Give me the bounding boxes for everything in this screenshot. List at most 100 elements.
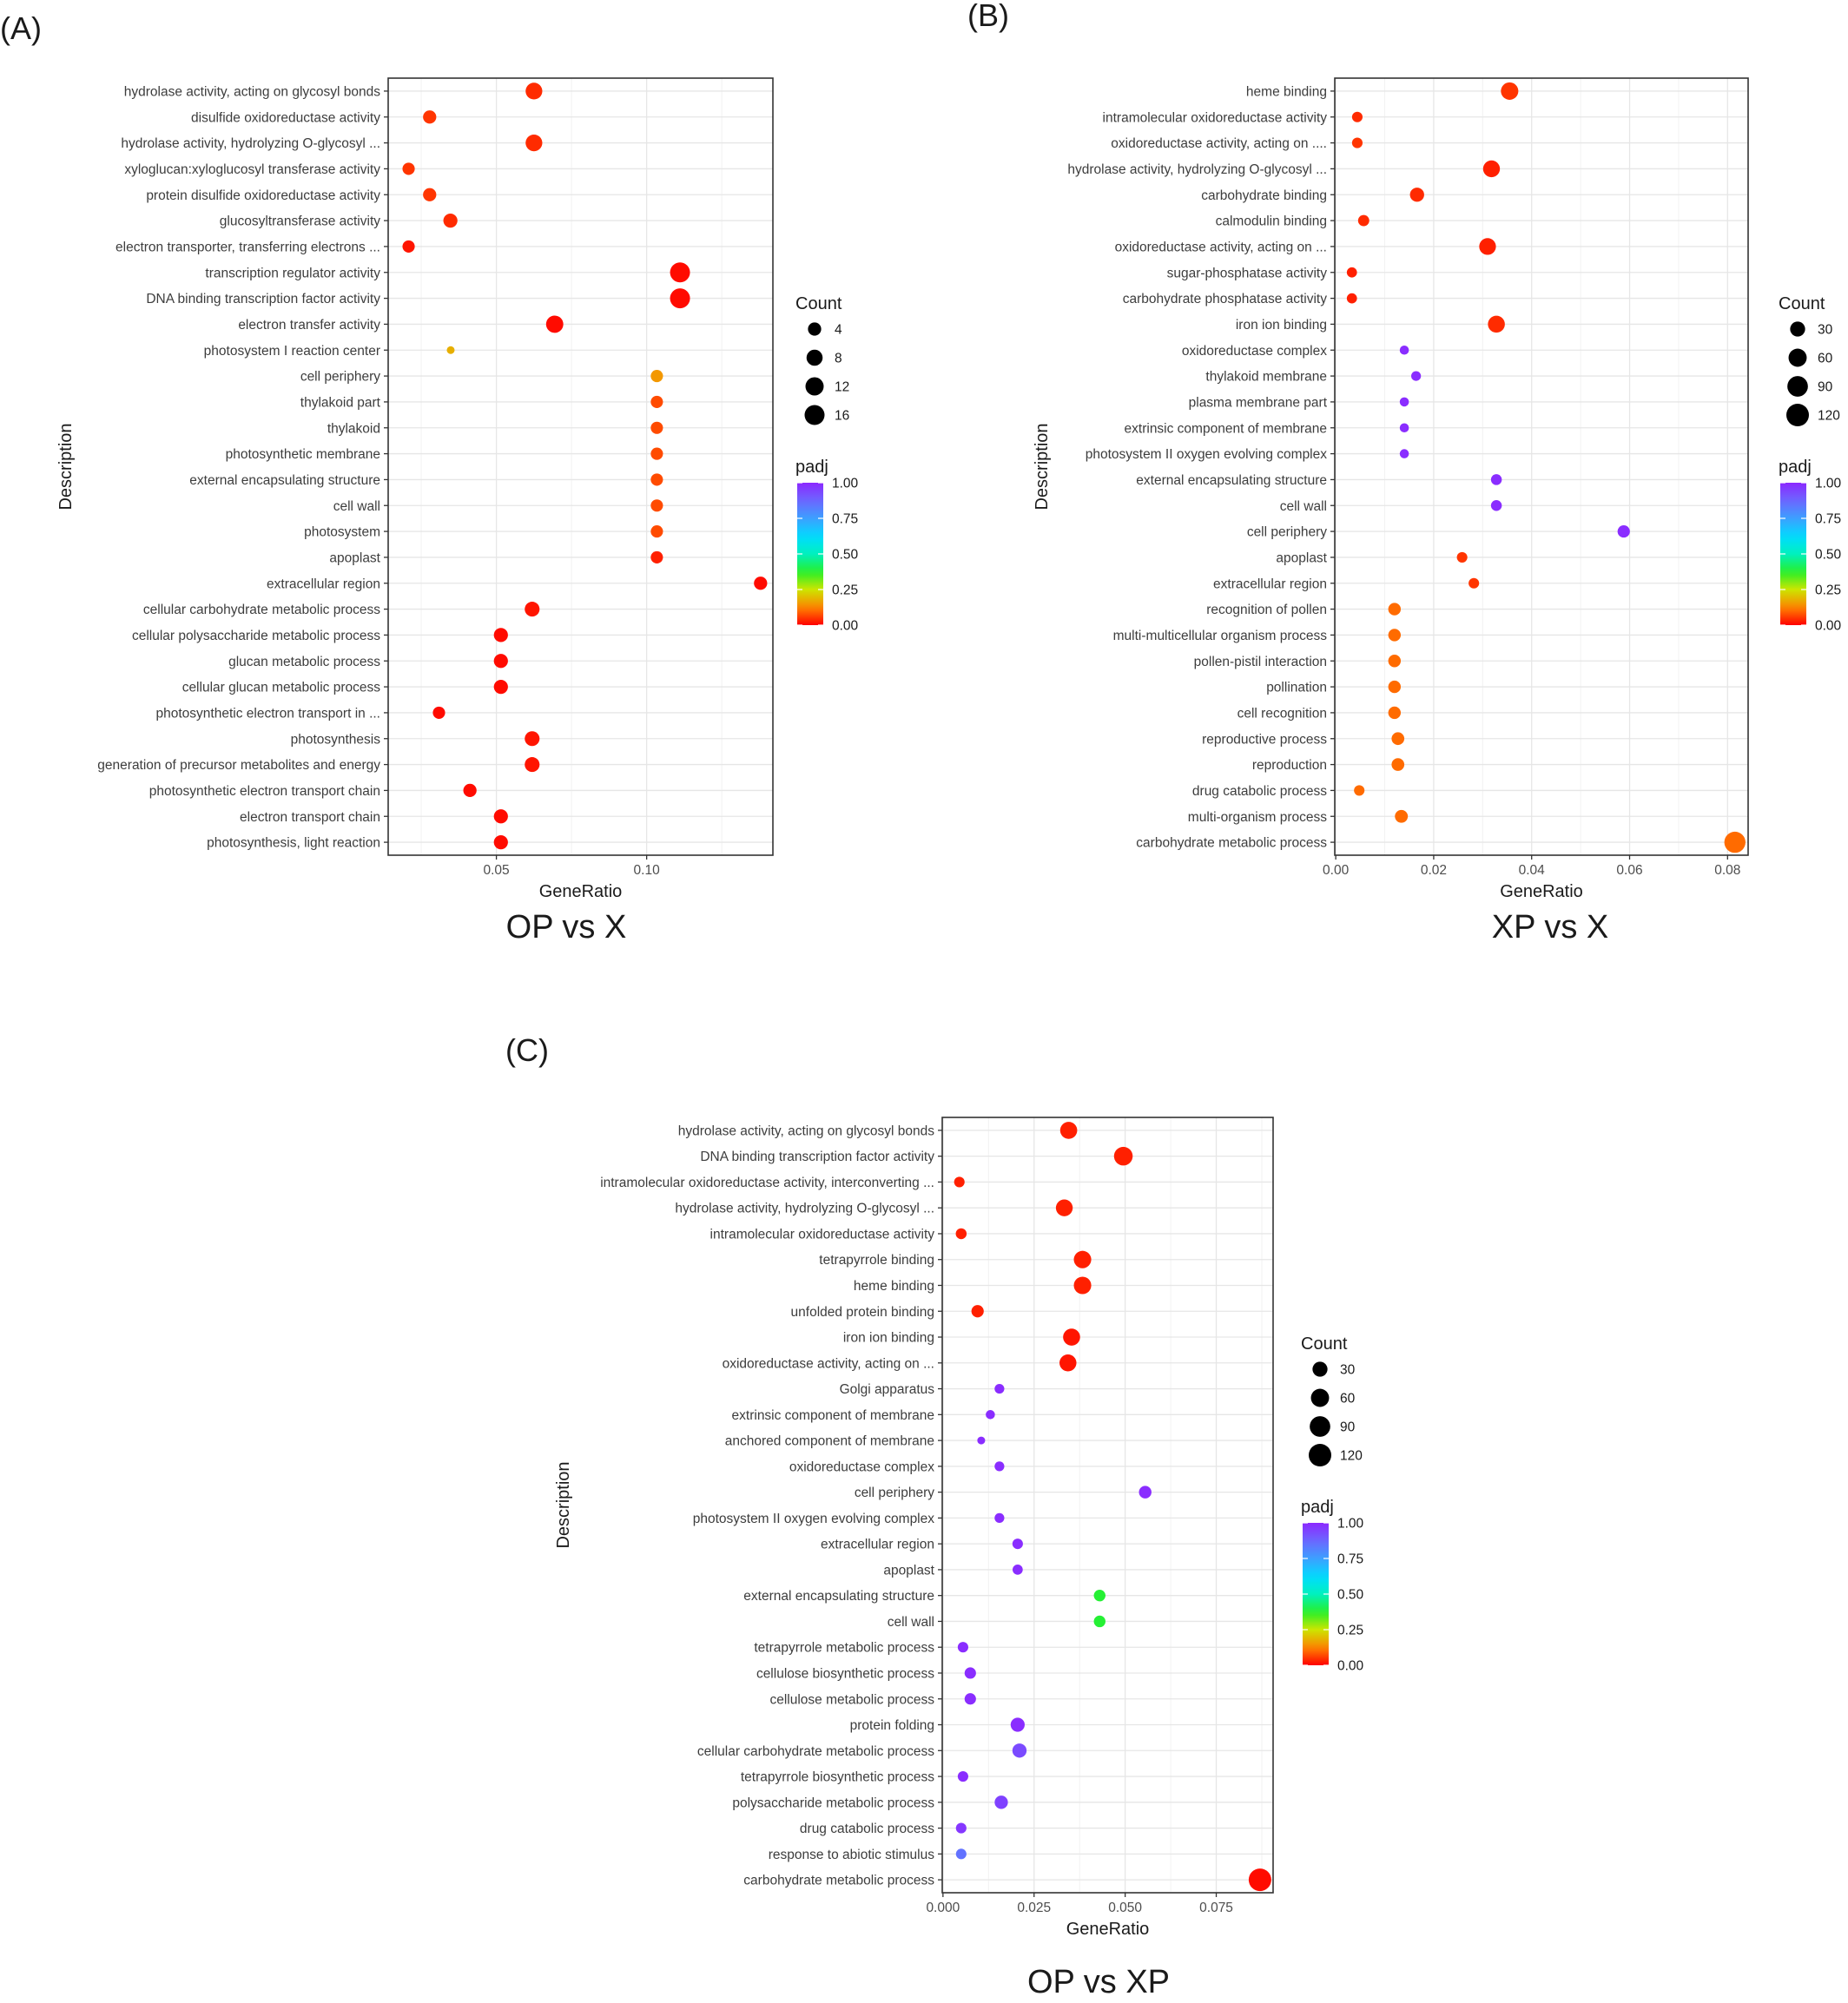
data-point: [525, 134, 543, 152]
y-tick-label: DNA binding transcription factor activit…: [700, 1150, 934, 1164]
data-point: [525, 731, 540, 747]
panel-c: hydrolase activity, acting on glycosyl b…: [505, 1032, 1364, 2000]
padj-legend-label: 0.75: [1815, 512, 1841, 527]
x-tick-label: 0.10: [634, 863, 661, 878]
data-point: [955, 1848, 967, 1860]
y-tick-label: hydrolase activity, hydrolyzing O-glycos…: [121, 136, 380, 151]
y-tick-label: extrinsic component of membrane: [1125, 421, 1327, 436]
y-tick-label: extracellular region: [1213, 577, 1327, 591]
data-point: [650, 395, 663, 408]
comparison-title: OP vs XP: [1027, 1964, 1170, 2000]
y-tick-label: hydrolase activity, hydrolyzing O-glycos…: [675, 1202, 934, 1216]
padj-legend-label: 0.75: [832, 512, 858, 527]
x-tick-label: 0.06: [1616, 863, 1642, 878]
count-legend-dot: [1787, 376, 1808, 397]
count-legend-label: 12: [835, 380, 849, 395]
count-legend-label: 4: [835, 323, 842, 338]
data-point: [1482, 160, 1501, 178]
count-legend-label: 30: [1818, 323, 1833, 338]
data-point: [1391, 732, 1405, 746]
count-legend-dot: [1310, 1416, 1330, 1437]
panel-b: heme binding intramolecular oxidoreductas…: [967, 0, 1842, 945]
data-point: [1388, 629, 1402, 642]
count-legend-dot: [1310, 1388, 1330, 1407]
count-legend-label: 60: [1340, 1392, 1356, 1407]
y-tick-label: photosystem II oxygen evolving complex: [693, 1512, 935, 1526]
data-point: [432, 706, 446, 719]
data-point: [1055, 1199, 1073, 1216]
padj-legend-title: padj: [795, 458, 828, 477]
y-tick-label: electron transport chain: [240, 810, 380, 825]
y-tick-label: oxidoreductase activity, acting on ...: [723, 1356, 934, 1371]
comparison-title: OP vs X: [506, 909, 627, 945]
y-tick-label: intramolecular oxidoreductase activity: [1103, 110, 1328, 125]
count-legend-dot: [805, 377, 824, 396]
data-point: [754, 577, 768, 590]
count-legend-dot: [1790, 321, 1805, 337]
y-tick-label: apoplast: [1276, 550, 1327, 565]
data-point: [1248, 1868, 1271, 1892]
y-tick-label: heme binding: [1246, 84, 1327, 99]
y-tick-label: carbohydrate metabolic process: [743, 1874, 934, 1888]
y-tick-label: multi-multicellular organism process: [1113, 629, 1328, 643]
padj-legend-title: padj: [1301, 1498, 1334, 1517]
y-tick-label: sugar-phosphatase activity: [1167, 266, 1328, 280]
y-tick-label: glucosyltransferase activity: [220, 214, 380, 229]
data-point: [1346, 293, 1357, 304]
data-point: [446, 346, 455, 354]
y-tick-label: thylakoid: [327, 421, 380, 436]
data-point: [650, 499, 663, 512]
padj-legend-label: 0.50: [832, 548, 859, 563]
data-point: [650, 473, 663, 486]
y-tick-label: drug catabolic process: [1192, 784, 1327, 799]
data-point: [493, 834, 508, 850]
data-point: [1488, 315, 1505, 333]
y-tick-label: photosynthesis: [291, 732, 381, 747]
data-point: [1391, 758, 1405, 771]
x-tick-label: 0.08: [1714, 863, 1740, 878]
y-tick-label: extracellular region: [821, 1538, 934, 1552]
y-tick-label: carbohydrate phosphatase activity: [1123, 292, 1327, 306]
padj-legend-label: 1.00: [1815, 477, 1842, 491]
data-point: [994, 1512, 1005, 1523]
padj-legend-title: padj: [1779, 458, 1812, 477]
data-point: [1063, 1328, 1080, 1346]
count-legend-dot: [806, 349, 823, 366]
y-tick-label: external encapsulating structure: [189, 473, 380, 488]
data-point: [670, 262, 690, 283]
data-point: [964, 1667, 976, 1679]
padj-legend-label: 0.25: [832, 583, 858, 598]
data-point: [964, 1693, 976, 1705]
data-point: [525, 757, 540, 773]
count-legend-dot: [1786, 404, 1809, 426]
count-legend-label: 90: [1340, 1420, 1356, 1435]
y-tick-label: hydrolase activity, acting on glycosyl b…: [124, 84, 380, 99]
data-point: [1388, 603, 1402, 616]
y-tick-label: tetrapyrrole biosynthetic process: [741, 1770, 934, 1785]
y-tick-label: electron transfer activity: [238, 318, 380, 333]
data-point: [1399, 449, 1409, 458]
data-point: [1012, 1565, 1023, 1575]
plot-area: [942, 1117, 1273, 1893]
data-point: [463, 783, 477, 798]
data-point: [650, 421, 663, 434]
data-point: [493, 679, 508, 695]
data-point: [545, 315, 564, 333]
data-point: [1388, 680, 1402, 694]
y-tick-label: iron ion binding: [1236, 318, 1327, 333]
count-legend-dot: [1312, 1361, 1328, 1377]
y-tick-label: cell wall: [1280, 499, 1327, 514]
data-point: [955, 1822, 967, 1834]
data-point: [1012, 1538, 1023, 1550]
x-axis-title: GeneRatio: [1500, 882, 1583, 901]
data-point: [1399, 423, 1409, 433]
y-tick-label: oxidoreductase activity, acting on ....: [1111, 136, 1327, 151]
count-legend-dot: [1788, 348, 1807, 367]
data-point: [1456, 551, 1468, 563]
data-point: [493, 628, 508, 642]
y-tick-label: pollen-pistil interaction: [1194, 655, 1327, 669]
y-tick-label: cell periphery: [1247, 525, 1327, 540]
y-tick-label: tetrapyrrole binding: [819, 1253, 934, 1268]
panel-a: hydrolase activity, acting on glycosyl b…: [0, 10, 859, 945]
y-tick-label: oxidoreductase complex: [789, 1459, 934, 1474]
